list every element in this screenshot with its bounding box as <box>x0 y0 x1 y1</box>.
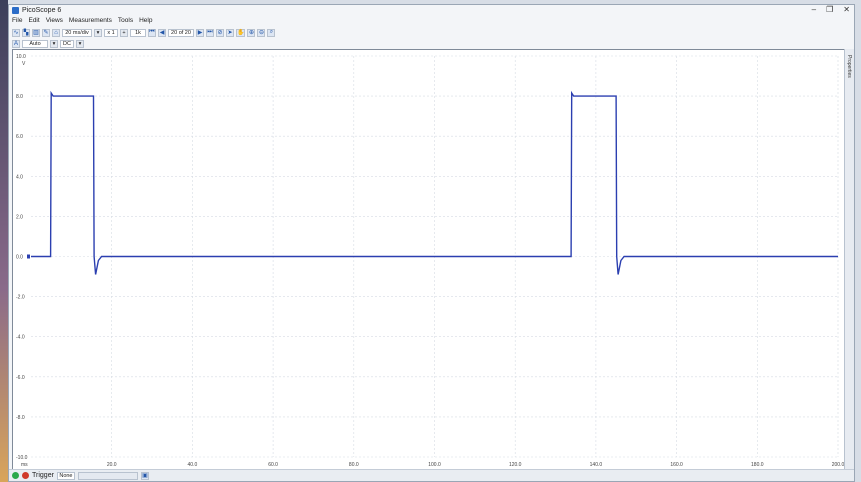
menu-measurements[interactable]: Measurements <box>68 17 112 24</box>
x-tick-label: 80.0 <box>349 462 359 468</box>
scope-plot[interactable]: 20.0 40.0 60.0 80.0 100.0 120.0 140.0 160.0 180.… <box>13 50 844 469</box>
record-icon[interactable]: ▣ <box>140 471 149 480</box>
x-tick-label: 160.0 <box>670 462 683 468</box>
desktop-background <box>0 0 8 482</box>
zoom-out-icon[interactable]: ⊖ <box>257 28 266 37</box>
y-tick-label: -10.0 <box>16 455 28 461</box>
app-window: PicoScope 6 – ❐ ✕ File Edit Views Measur… <box>8 4 855 482</box>
coupling-select[interactable]: DC <box>60 39 74 48</box>
y-tick-label: -8.0 <box>16 415 25 421</box>
hand-icon[interactable]: ✋ <box>236 28 246 37</box>
timebase-dropdown-icon[interactable]: ▾ <box>94 28 102 37</box>
waveform-channel-a <box>31 90 838 275</box>
samples-select[interactable]: 1k <box>130 28 146 37</box>
prev-buffer-icon[interactable]: ◀ <box>158 28 166 37</box>
main-toolbar: ∿ ▚ ▥ ✎ ⌂ 20 ms/div ▾ x 1 + 1k ⏮ ◀ 20 of… <box>9 27 854 38</box>
y-tick-label: -2.0 <box>16 295 25 301</box>
channel-a-zero-marker <box>27 254 30 259</box>
minimize-icon[interactable]: – <box>811 5 817 14</box>
y-tick-label: 0.0 <box>16 255 23 261</box>
pen-icon[interactable]: ✎ <box>42 28 50 37</box>
channel-a-icon: A <box>12 39 20 48</box>
channel-range-select[interactable]: Auto <box>22 39 48 48</box>
x-tick-label: 200.0 <box>832 462 844 468</box>
close-icon[interactable]: ✕ <box>843 5 850 14</box>
persistence-mode-icon[interactable]: ▚ <box>22 28 30 37</box>
spectrum-mode-icon[interactable]: ▥ <box>32 28 40 37</box>
x-tick-label: 20.0 <box>107 462 117 468</box>
properties-label: Properties <box>846 55 852 78</box>
window-title: PicoScope 6 <box>22 7 62 14</box>
samples-up-icon[interactable]: + <box>120 28 128 37</box>
last-buffer-icon[interactable]: ⏭ <box>206 28 214 37</box>
x-tick-label: 100.0 <box>428 462 441 468</box>
zoom-in-icon[interactable]: ⊕ <box>247 28 256 37</box>
y-tick-label: 8.0 <box>16 94 23 100</box>
properties-panel-tab[interactable]: Properties <box>844 49 854 470</box>
picoscope-app-icon <box>12 7 19 14</box>
menu-file[interactable]: File <box>12 17 23 24</box>
y-tick-label: -4.0 <box>16 335 25 341</box>
scope-view[interactable]: 20.0 40.0 60.0 80.0 100.0 120.0 140.0 160.0 180.… <box>12 49 845 470</box>
title-bar: PicoScope 6 – ❐ ✕ <box>9 5 854 16</box>
home-icon[interactable]: ⌂ <box>52 28 60 37</box>
y-unit-label: V <box>22 61 26 67</box>
trigger-settings <box>77 471 138 480</box>
range-dropdown-icon[interactable]: ▾ <box>50 39 58 48</box>
x-tick-label: 60.0 <box>268 462 278 468</box>
menu-views[interactable]: Views <box>45 17 63 24</box>
start-icon[interactable] <box>12 472 19 479</box>
status-bar: Trigger None ▣ <box>9 469 854 481</box>
x-tick-label: 180.0 <box>751 462 764 468</box>
menu-edit[interactable]: Edit <box>28 17 40 24</box>
stop-icon[interactable] <box>22 472 29 479</box>
coupling-dropdown-icon[interactable]: ▾ <box>76 39 84 48</box>
y-tick-label: 4.0 <box>16 174 23 180</box>
y-tick-label: -6.0 <box>16 375 25 381</box>
trigger-label: Trigger <box>32 472 54 479</box>
trigger-mode-select[interactable]: None <box>56 471 75 480</box>
scope-mode-icon[interactable]: ∿ <box>12 28 20 37</box>
y-tick-label: 6.0 <box>16 134 23 140</box>
next-buffer-icon[interactable]: ▶ <box>196 28 204 37</box>
window-controls: – ❐ ✕ <box>812 5 850 14</box>
restore-icon[interactable]: ❐ <box>826 5 834 14</box>
first-buffer-icon[interactable]: ⏮ <box>148 28 156 37</box>
channel-toolbar: A Auto ▾ DC ▾ <box>9 39 854 48</box>
menu-bar: File Edit Views Measurements Tools Help <box>9 17 854 26</box>
x-tick-label: 120.0 <box>509 462 522 468</box>
zoom-multiplier-select[interactable]: x 1 <box>104 28 118 37</box>
y-tick-label: 10.0 <box>16 54 26 60</box>
buffer-position: 20 of 20 <box>168 28 194 37</box>
x-unit-label: ms <box>21 462 28 468</box>
y-tick-label: 2.0 <box>16 214 23 220</box>
timebase-select[interactable]: 20 ms/div <box>62 28 92 37</box>
pointer-icon[interactable]: ➤ <box>226 28 234 37</box>
menu-tools[interactable]: Tools <box>117 17 134 24</box>
menu-help[interactable]: Help <box>139 17 153 24</box>
ruler-icon[interactable]: ⊘ <box>216 28 224 37</box>
x-tick-label: 40.0 <box>188 462 198 468</box>
zoom-fit-icon[interactable]: ⌕ <box>267 28 276 37</box>
x-tick-label: 140.0 <box>590 462 603 468</box>
